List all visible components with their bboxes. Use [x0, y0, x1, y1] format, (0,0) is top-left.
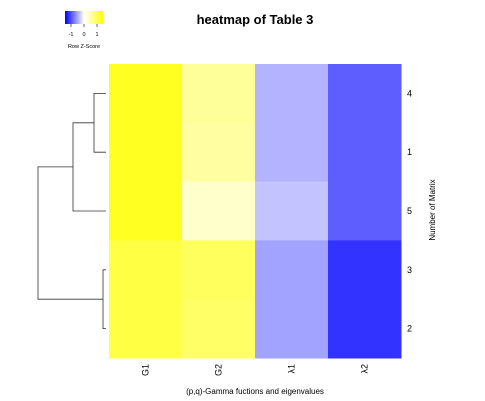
row-tick-label: 3 [407, 265, 412, 275]
heatmap-cell [255, 299, 329, 359]
x-axis-label: (p,q)-Gamma fuctions and eigenvalues [186, 387, 324, 396]
column-tick-label: λ2 [360, 364, 370, 374]
heatmap-cell [328, 299, 402, 359]
heatmap-cell [255, 181, 329, 241]
heatmap-cell [182, 181, 256, 241]
column-tick-label: G1 [141, 364, 151, 376]
color-key-tick-label: 1 [95, 32, 98, 38]
heatmap-cell [255, 122, 329, 183]
column-tick-label: λ1 [287, 364, 297, 374]
row-dendrogram [37, 93, 106, 330]
chart-title: heatmap of Table 3 [197, 12, 314, 27]
row-tick-labels: 4 1 5 3 2 [407, 88, 412, 333]
dendrogram-branch [102, 269, 106, 330]
heatmap-cell [328, 64, 402, 124]
column-tick-labels: G1 G2 λ1 λ2 [141, 364, 370, 376]
color-key-tick-label: 0 [82, 32, 85, 38]
color-key-bar [65, 11, 103, 24]
row-tick-label: 2 [407, 324, 412, 334]
dendrogram-branch [37, 166, 103, 300]
heatmap-cell [328, 181, 402, 241]
heatmap-cell [255, 64, 329, 124]
color-key-title: Row Z-Score [68, 44, 100, 50]
heatmap-cell [328, 240, 402, 300]
heatmap-cell [182, 299, 256, 359]
row-tick-label: 5 [407, 206, 412, 216]
dendrogram-branch [72, 122, 106, 212]
heatmap-cell [109, 64, 183, 124]
heatmap-cell [182, 240, 256, 300]
heatmap-cell [109, 240, 183, 300]
heatmap-cell [255, 240, 329, 300]
heatmap-cell [109, 122, 183, 183]
row-tick-label: 4 [407, 88, 412, 98]
heatmap-cell [109, 299, 183, 359]
color-key: -1 0 1 Row Z-Score [65, 11, 103, 50]
dendrogram-branch [93, 93, 106, 153]
heatmap-cell [109, 181, 183, 241]
heatmap-cell [328, 122, 402, 183]
heatmap-cells [109, 64, 402, 359]
row-tick-label: 1 [407, 147, 412, 157]
heatmap-cell [182, 122, 256, 183]
color-key-tick-label: -1 [69, 32, 74, 38]
heatmap-cell [182, 64, 256, 124]
y-axis-label: Number of Matrix [428, 179, 437, 240]
column-tick-label: G2 [214, 364, 224, 376]
